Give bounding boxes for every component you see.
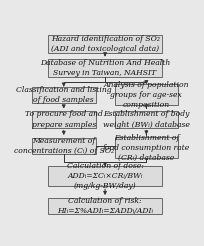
FancyBboxPatch shape bbox=[114, 111, 177, 127]
FancyBboxPatch shape bbox=[32, 87, 95, 103]
FancyBboxPatch shape bbox=[32, 138, 95, 154]
FancyBboxPatch shape bbox=[114, 138, 177, 158]
FancyBboxPatch shape bbox=[48, 198, 162, 214]
Text: Establishment of
food consumption rate
(CRᵢ) database: Establishment of food consumption rate (… bbox=[102, 134, 189, 162]
FancyBboxPatch shape bbox=[48, 35, 162, 53]
FancyBboxPatch shape bbox=[48, 59, 162, 77]
Text: Analysis of population
groups for age-sex
composition: Analysis of population groups for age-se… bbox=[103, 81, 188, 109]
FancyBboxPatch shape bbox=[32, 111, 95, 127]
Text: Calculation of risk:
HIᵢ=Σ%ADIᵢ=ΣADDᵢ/ADIᵢ: Calculation of risk: HIᵢ=Σ%ADIᵢ=ΣADDᵢ/AD… bbox=[57, 197, 152, 215]
Text: Establishment of body
weight (BWᵢ) database: Establishment of body weight (BWᵢ) datab… bbox=[102, 110, 189, 129]
Text: Measurement of
concentrations (Cᵢ) of SO₂: Measurement of concentrations (Cᵢ) of SO… bbox=[14, 137, 113, 155]
Text: To procure food and
prepare samples: To procure food and prepare samples bbox=[25, 110, 102, 129]
Text: Database of Nutrition And Health
Survey in Taiwan, NAHSIT: Database of Nutrition And Health Survey … bbox=[40, 59, 169, 77]
Text: Hazard identification of SO₂
(ADI and toxicological data): Hazard identification of SO₂ (ADI and to… bbox=[50, 35, 159, 53]
FancyBboxPatch shape bbox=[114, 84, 177, 105]
Text: Calculation of dose:
ADDᵢ=ΣCᵢ×CRᵢ/BWᵢ
(mg/kg-BW/day): Calculation of dose: ADDᵢ=ΣCᵢ×CRᵢ/BWᵢ (m… bbox=[66, 162, 143, 190]
FancyBboxPatch shape bbox=[48, 166, 162, 186]
Text: Classification and listing
of food samples: Classification and listing of food sampl… bbox=[16, 86, 111, 104]
